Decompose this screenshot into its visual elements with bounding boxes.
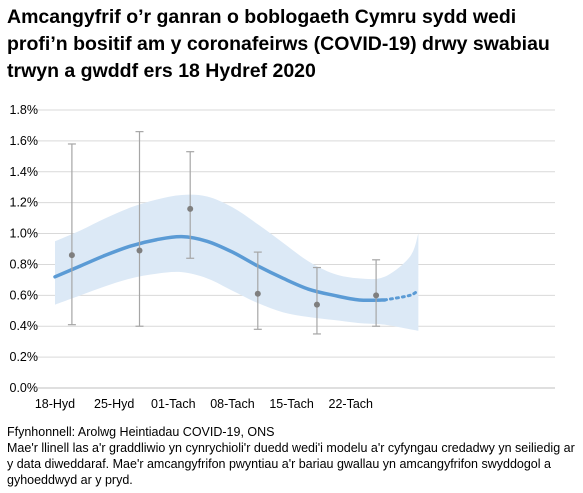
y-tick-label: 0.8% <box>10 257 39 271</box>
y-tick-label: 0.0% <box>10 381 39 395</box>
y-tick-label: 1.6% <box>10 134 39 148</box>
x-tick-label: 22-Tach <box>329 397 374 411</box>
y-tick-label: 1.4% <box>10 165 39 179</box>
trend-line-solid <box>53 234 387 303</box>
source-note: Ffynhonnell: Arolwg Heintiadau COVID-19,… <box>7 425 275 439</box>
y-tick-label: 1.0% <box>10 227 39 241</box>
point-estimate <box>136 247 143 254</box>
chart: 0.0% 0.2% 0.4% 0.6% 0.8% 1.0% 1.2% 1.4% 1.6% 1.8%… <box>10 103 555 411</box>
x-tick-label: 18-Hyd <box>35 397 75 411</box>
point-estimate <box>313 301 320 308</box>
point-estimate <box>254 290 261 297</box>
y-tick-label: 0.4% <box>10 319 39 333</box>
point-estimate <box>187 205 194 212</box>
credible-interval-area <box>55 194 419 331</box>
x-tick-label: 01-Tach <box>151 397 196 411</box>
y-tick-label: 1.8% <box>10 103 39 117</box>
credible-interval-band <box>55 194 419 331</box>
trend-line <box>53 234 420 303</box>
trend-line-dotted <box>383 288 420 302</box>
y-tick-label: 0.6% <box>10 288 39 302</box>
x-tick-label: 08-Tach <box>210 397 255 411</box>
chart-title: Amcangyfrif o’r ganran o boblogaeth Cymr… <box>7 6 550 82</box>
point-estimates <box>68 205 380 308</box>
x-tick-label: 15-Tach <box>269 397 314 411</box>
axes: 0.0% 0.2% 0.4% 0.6% 0.8% 1.0% 1.2% 1.4% 1.6% 1.8%… <box>10 103 555 411</box>
footnote: Mae'r llinell las a'r graddliwio yn cynr… <box>7 441 575 487</box>
error-bars <box>67 131 381 335</box>
x-tick-label: 25-Hyd <box>94 397 134 411</box>
point-estimate <box>373 292 380 299</box>
y-tick-label: 0.2% <box>10 350 39 364</box>
point-estimate <box>68 252 75 259</box>
y-tick-label: 1.2% <box>10 196 39 210</box>
